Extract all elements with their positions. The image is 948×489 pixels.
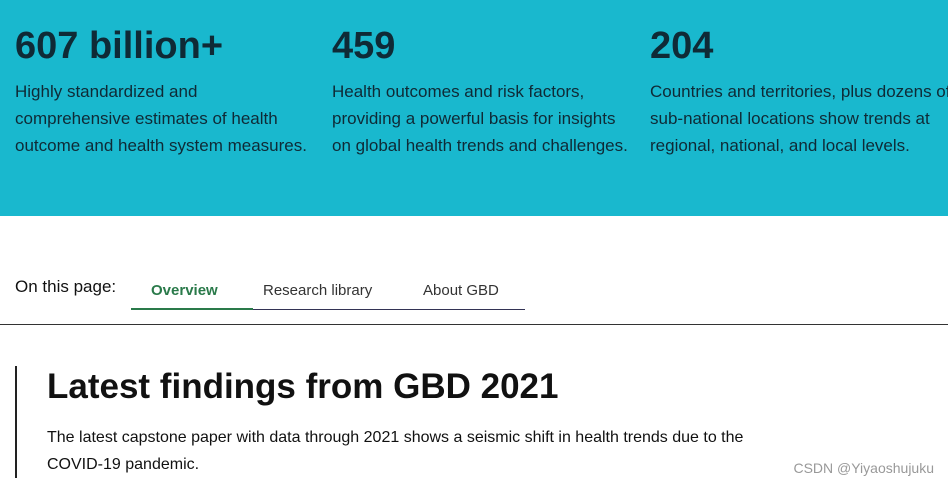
active-underline [131, 308, 253, 310]
text-line: regional, national, and local levels. [650, 136, 910, 155]
stat: 204 Countries and territories, plus dozen… [650, 24, 948, 159]
divider [0, 324, 948, 325]
text-line: Countries and territories, plus dozens o… [650, 82, 948, 101]
stat-value: 607 billion+ [15, 25, 224, 67]
text-line: COVID-19 pandemic. [47, 456, 200, 473]
tab-bar: Overview Research library About GBD [131, 278, 525, 310]
text-line: Health outcomes and risk factors, [332, 82, 585, 101]
text-line: on global health trends and challenges. [332, 136, 628, 155]
stat: 607 billion+ Highly standardized and compr… [15, 24, 307, 159]
tab[interactable]: About GBD [423, 282, 499, 299]
tab[interactable]: Research library [263, 282, 373, 299]
stat-description: Countries and territories, plus dozens o… [650, 78, 948, 159]
text-line: Highly standardized and [15, 82, 198, 101]
section-text: The latest capstone paper with data thro… [47, 424, 743, 478]
watermark: CSDN @Yiyaoshujuku [793, 460, 934, 476]
text-line: providing a powerful basis for insights [332, 109, 616, 128]
text-line: sub-national locations show trends at [650, 109, 930, 128]
accent-bar [15, 366, 17, 478]
stat-value: 459 [332, 25, 396, 67]
text-line: The latest capstone paper with data thro… [47, 429, 744, 446]
nav-label: On this page: [15, 277, 117, 296]
stat-description: Highly standardized and comprehensive est… [15, 78, 307, 159]
text-line: outcome and health system measures. [15, 136, 307, 155]
text-line: comprehensive estimates of health [15, 109, 278, 128]
tab[interactable]: Overview [151, 282, 218, 299]
stat-value: 204 [650, 25, 714, 67]
stat-description: Health outcomes and risk factors, providi… [332, 78, 628, 159]
section-title: Latest findings from GBD 2021 [47, 367, 559, 406]
stats-band: 607 billion+ Highly standardized and compr… [0, 0, 948, 216]
stat: 459 Health outcomes and risk factors, prov… [332, 24, 628, 159]
